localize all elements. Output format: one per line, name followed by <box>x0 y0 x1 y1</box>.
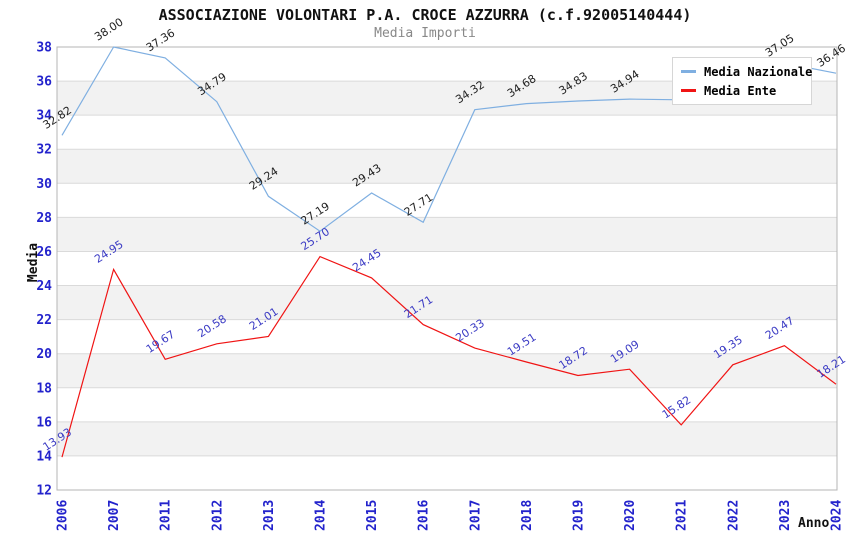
x-tick-label: 2011 <box>159 500 174 531</box>
plot-bands <box>57 81 837 456</box>
chart-subtitle: Media Importi <box>374 26 476 41</box>
x-tick-label: 2019 <box>572 500 587 531</box>
x-tick-label: 2024 <box>830 500 845 531</box>
y-tick-label: 32 <box>36 143 52 158</box>
x-tick-label: 2021 <box>675 500 690 531</box>
y-tick-label: 24 <box>36 279 52 294</box>
legend-item-media-ente: Media Ente <box>679 81 805 100</box>
y-tick-label: 16 <box>36 415 52 430</box>
legend-label: Media Nazionale <box>704 64 813 79</box>
y-tick-label: 22 <box>36 313 52 328</box>
x-tick-label: 2023 <box>778 500 793 531</box>
x-tick-label: 2012 <box>210 500 225 531</box>
x-tick-label: 2006 <box>56 500 71 531</box>
legend-label: Media Ente <box>704 83 777 98</box>
x-tick-label: 2007 <box>107 500 122 531</box>
y-tick-label: 34 <box>36 109 52 124</box>
x-tick-label: 2017 <box>468 500 483 531</box>
point-value-label: 27.71 <box>402 191 435 219</box>
point-value-label: 37.36 <box>144 26 177 54</box>
y-tick-label: 18 <box>36 381 52 396</box>
point-value-label: 38.00 <box>92 15 125 43</box>
legend-line-icon <box>681 70 696 73</box>
x-tick-label: 2014 <box>314 500 329 531</box>
x-tick-label: 2015 <box>365 500 380 531</box>
y-tick-label: 30 <box>36 177 52 192</box>
point-value-label: 20.33 <box>453 317 486 345</box>
legend-line-icon <box>681 89 696 92</box>
y-axis-title: Media <box>26 242 42 283</box>
x-tick-label: 2020 <box>623 500 638 531</box>
y-tick-label: 36 <box>36 75 52 90</box>
chart-title: ASSOCIAZIONE VOLONTARI P.A. CROCE AZZURR… <box>158 6 692 24</box>
x-tick-label: 2018 <box>520 500 535 531</box>
x-tick-label: 2013 <box>262 500 277 531</box>
legend: Media Nazionale Media Ente <box>672 57 812 105</box>
point-value-label: 37.05 <box>763 32 796 60</box>
x-tick-labels: 2006 2007 2011 2012 2013 2014 2015 2016 2017 2018… <box>56 500 845 531</box>
x-tick-label: 2022 <box>726 500 741 531</box>
y-tick-label: 20 <box>36 347 52 362</box>
y-tick-label: 38 <box>36 41 52 56</box>
y-tick-label: 12 <box>36 484 52 499</box>
x-axis-title: Anno <box>798 516 830 531</box>
y-tick-labels: 12 14 16 18 20 22 24 26 28 30 32 34 36 38 <box>36 41 52 499</box>
point-value-label: 36.46 <box>815 42 848 70</box>
y-tick-label: 28 <box>36 211 52 226</box>
series-line-media-ente <box>61 255 837 458</box>
x-tick-label: 2016 <box>417 500 432 531</box>
y-tick-label: 26 <box>36 245 52 260</box>
legend-item-media-nazionale: Media Nazionale <box>679 62 812 81</box>
y-tick-label: 14 <box>36 449 52 464</box>
plot-frame <box>56 46 838 491</box>
